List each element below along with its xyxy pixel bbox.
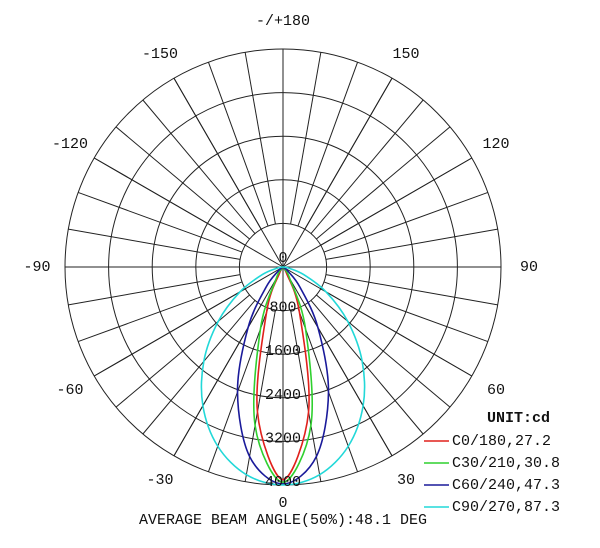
angle-tick-label: -150: [142, 46, 178, 63]
grid-ray: [244, 309, 276, 482]
grid-ray: [77, 191, 243, 253]
r-tick-label: 1600: [265, 343, 301, 360]
angle-tick-line: [282, 77, 393, 268]
grid-ray: [325, 228, 498, 260]
grid-ray: [316, 294, 451, 408]
angle-tick-label: 120: [483, 136, 510, 153]
angle-tick-line: [173, 77, 284, 268]
grid-ray: [142, 99, 256, 234]
angle-tick-label: -60: [56, 382, 83, 399]
curves: [200, 265, 366, 486]
intensity-curve: [200, 266, 366, 486]
r-tick-label: 800: [269, 300, 296, 317]
legend-label: C90/270,87.3: [452, 499, 560, 516]
r-tick-label: 0: [278, 250, 287, 267]
grid-ray: [323, 281, 489, 343]
grid-ray: [244, 52, 276, 225]
grid-ray: [310, 99, 424, 234]
angle-tick-label: 30: [397, 472, 415, 489]
grid: [64, 48, 502, 486]
legend-label: C60/240,47.3: [452, 477, 560, 494]
angle-tick-label: -120: [52, 136, 88, 153]
angle-tick-line: [93, 157, 284, 268]
footnote: AVERAGE BEAM ANGLE(50%):48.1 DEG: [139, 512, 427, 529]
angle-tick-line: [173, 266, 284, 457]
angle-tick-label: 90: [520, 259, 538, 276]
r-tick-label: 4000: [265, 474, 301, 491]
angle-tick-label: 60: [487, 382, 505, 399]
angle-tick-label: 0: [278, 495, 287, 512]
intensity-curve: [236, 266, 330, 485]
angle-tick-line: [282, 266, 393, 457]
grid-ray: [310, 300, 424, 435]
r-tick-label: 2400: [265, 387, 301, 404]
angle-tick-label: -30: [146, 472, 173, 489]
legend-label: C0/180,27.2: [452, 433, 551, 450]
grid-ray: [207, 61, 269, 227]
grid-ray: [316, 126, 451, 240]
grid-ray: [115, 126, 250, 240]
grid-ray: [297, 61, 359, 227]
angle-tick-label: -90: [23, 259, 50, 276]
grid-ray: [142, 300, 256, 435]
angle-tick-label: -/+180: [256, 13, 310, 30]
unit-label: UNIT:cd: [487, 410, 550, 427]
angle-tick-label: 150: [392, 46, 419, 63]
grid-ray: [290, 52, 322, 225]
grid-ray: [290, 309, 322, 482]
grid-ray: [115, 294, 250, 408]
grid-ray: [77, 281, 243, 343]
angle-tick-line: [93, 266, 284, 377]
r-tick-label: 3200: [265, 430, 301, 447]
angle-tick-line: [282, 157, 473, 268]
labels: -150 -120 -90 -60 -30 0 30 60 90 120 150 -/+180 0 800…: [23, 13, 538, 512]
grid-ray: [323, 191, 489, 253]
grid-ray: [68, 228, 241, 260]
angle-tick-line: [282, 266, 473, 377]
grid-ray: [68, 274, 241, 306]
legend-label: C30/210,30.8: [452, 455, 560, 472]
grid-ray: [325, 274, 498, 306]
